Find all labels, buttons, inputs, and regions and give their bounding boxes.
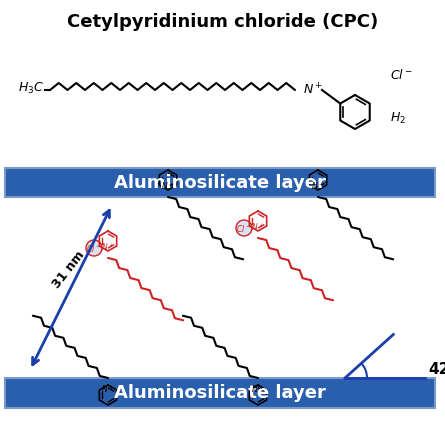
Text: $Cl^-$: $Cl^-$ xyxy=(86,243,101,254)
Text: 42°: 42° xyxy=(428,363,445,377)
Text: $N^+$: $N^+$ xyxy=(251,221,265,233)
Text: Cetylpyridinium chloride (CPC): Cetylpyridinium chloride (CPC) xyxy=(67,13,378,31)
Text: $N^+$: $N^+$ xyxy=(251,383,265,395)
Text: Aluminosilicate layer: Aluminosilicate layer xyxy=(114,384,326,402)
Circle shape xyxy=(86,240,102,256)
Text: $N^+$: $N^+$ xyxy=(101,241,115,253)
Text: $H_2$: $H_2$ xyxy=(390,110,406,125)
Bar xyxy=(5,378,435,408)
Bar xyxy=(5,168,435,197)
Text: $Cl^-$: $Cl^-$ xyxy=(390,68,413,82)
Text: $H_3C$: $H_3C$ xyxy=(18,81,44,96)
Text: $N^+$: $N^+$ xyxy=(303,82,323,97)
Circle shape xyxy=(236,220,252,236)
Text: $N^+$: $N^+$ xyxy=(312,180,325,192)
Text: $N^+$: $N^+$ xyxy=(101,383,115,395)
Text: Aluminosilicate layer: Aluminosilicate layer xyxy=(114,174,326,191)
Text: $Cl^-$: $Cl^-$ xyxy=(236,222,251,234)
Text: $N^+$: $N^+$ xyxy=(161,180,175,192)
Text: 31 nm: 31 nm xyxy=(50,249,87,291)
